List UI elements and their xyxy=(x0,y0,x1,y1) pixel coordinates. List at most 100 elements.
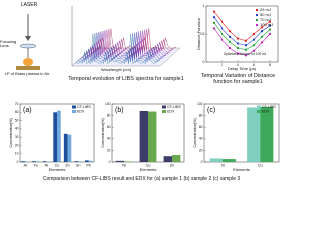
point xyxy=(245,54,247,57)
point xyxy=(229,47,231,49)
y-tick-label: 20 xyxy=(15,143,19,147)
legend-label: EDX xyxy=(77,109,85,113)
legend-label: CF-LIBS xyxy=(262,105,276,109)
legend-swatch xyxy=(257,105,261,109)
x-tick-label: 6 xyxy=(253,63,255,67)
series-line xyxy=(213,28,271,56)
point xyxy=(261,41,263,44)
y-tick-label: 60 xyxy=(199,125,203,129)
lens xyxy=(19,43,37,49)
y-axis-label: Concentration(%) xyxy=(101,117,105,147)
bar xyxy=(260,106,274,162)
point xyxy=(245,39,247,42)
spectrum-trace xyxy=(79,32,165,60)
bar xyxy=(222,159,236,162)
bar xyxy=(85,160,89,162)
x-axis-label: Elements xyxy=(49,167,66,172)
spectrum-trace xyxy=(73,33,159,65)
bar xyxy=(172,155,181,162)
bar xyxy=(163,156,172,162)
legend-swatch xyxy=(256,9,258,11)
legend-label: CF-LIBS xyxy=(167,105,181,109)
y-tick-label: 30 xyxy=(15,135,19,139)
series-line xyxy=(213,22,271,50)
point xyxy=(253,49,255,52)
y-axis-label: Concentration(%) xyxy=(193,117,197,147)
point xyxy=(269,24,271,27)
x-axis-label: Elements xyxy=(140,167,157,172)
bar xyxy=(57,110,61,162)
y-tick-label: 0.5 xyxy=(200,32,205,36)
bar xyxy=(53,112,57,162)
laser-label: LASER xyxy=(20,2,38,8)
point xyxy=(229,35,231,38)
y-axis-label: Concentration(%) xyxy=(9,117,13,147)
spectrum-trace xyxy=(85,30,171,55)
legend-swatch xyxy=(256,24,258,26)
sample xyxy=(16,66,40,70)
y-tick-label: 40 xyxy=(199,137,203,141)
legend-swatch xyxy=(162,110,166,113)
point xyxy=(213,21,215,24)
point xyxy=(221,33,223,35)
y-tick-label: 20 xyxy=(199,148,203,152)
y-tick-label: 100 xyxy=(197,102,203,106)
spectrum-trace xyxy=(83,30,169,57)
x-tick-label: Al xyxy=(24,164,28,168)
y-tick-label: 100 xyxy=(105,102,111,106)
point xyxy=(261,35,263,38)
legend-swatch xyxy=(256,14,258,16)
legend-label: EDX xyxy=(167,109,175,113)
y-tick-label: 0 xyxy=(17,160,19,164)
legend-label: 70 mJ xyxy=(260,17,271,22)
point xyxy=(245,44,247,47)
figure: Wavelength (nm) 2 4 6 8 0 0.5 1 25 mJ 50 mJ 70 mJ 1… xyxy=(0,2,280,182)
legend-label: CF-LIBS xyxy=(77,105,91,109)
y-tick-label: 10 xyxy=(15,152,19,156)
point xyxy=(221,27,223,30)
x-tick-label: Fe xyxy=(34,164,38,168)
point xyxy=(221,38,223,41)
legend-label: 25 mJ xyxy=(260,7,271,12)
spectrum-trace xyxy=(89,29,175,52)
x-tick-label: Zn xyxy=(65,164,69,168)
spectrum-trace xyxy=(87,29,173,53)
y-axis-label: Distance Function xyxy=(196,18,201,50)
panel-label: (c) xyxy=(207,107,215,114)
caption: Comparison between CF-LIBS result and ED… xyxy=(42,176,241,182)
point xyxy=(213,16,215,19)
point xyxy=(221,20,223,23)
bar xyxy=(209,158,223,162)
y-tick-label: 60 xyxy=(107,125,111,129)
bar xyxy=(124,161,133,162)
panel-label: (a) xyxy=(23,107,32,114)
y-tick-label: 70 xyxy=(15,102,19,106)
point xyxy=(261,30,263,33)
y-tick-label: 40 xyxy=(15,127,19,131)
x-axis-label: Elements xyxy=(233,167,250,172)
x-tick-label: Cu xyxy=(258,164,263,168)
series-line xyxy=(213,11,271,42)
x-tick-label: Ni xyxy=(221,164,225,168)
bar xyxy=(67,134,72,162)
chart-title: Temporal evolution of LIBS spectra for s… xyxy=(68,76,184,82)
point xyxy=(237,52,239,55)
x-tick-label: Zn xyxy=(170,164,174,168)
legend-swatch xyxy=(72,110,76,113)
spectrum-trace xyxy=(77,32,163,61)
x-axis-label: Delay Time (μs) xyxy=(228,66,257,71)
point xyxy=(237,37,239,40)
point xyxy=(237,47,239,49)
x-tick-label: Sn xyxy=(76,164,81,168)
legend-swatch xyxy=(162,105,166,109)
x-tick-label: 8 xyxy=(269,63,271,67)
legend-swatch xyxy=(257,110,261,113)
point xyxy=(269,20,271,23)
bar xyxy=(42,161,47,162)
spectrum-trace xyxy=(75,33,161,63)
bar xyxy=(115,160,124,162)
x-tick-label: Pb xyxy=(86,164,91,168)
y-tick-label: 1 xyxy=(203,4,205,8)
x-tick-label: Ni xyxy=(122,164,126,168)
